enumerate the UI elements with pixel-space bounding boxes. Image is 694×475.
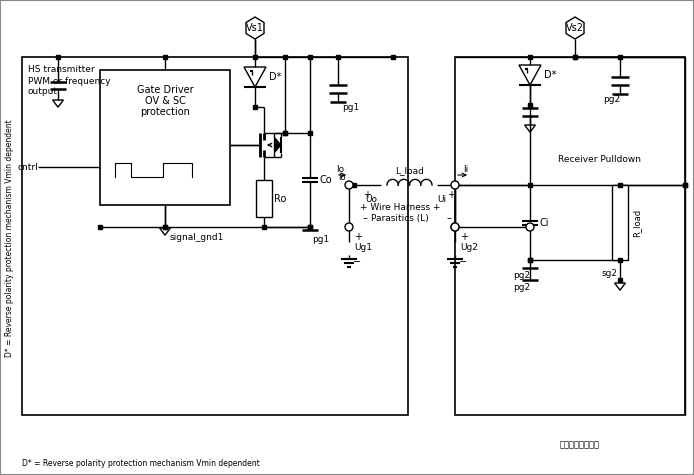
Text: Co: Co: [320, 175, 332, 185]
Text: Vs1: Vs1: [246, 23, 264, 33]
Bar: [391, 55, 395, 59]
Bar: [283, 55, 287, 59]
Text: pg2: pg2: [514, 270, 530, 279]
Text: R_load: R_load: [632, 209, 641, 237]
Circle shape: [451, 223, 459, 231]
Circle shape: [451, 223, 459, 231]
Bar: [308, 225, 312, 229]
Circle shape: [345, 181, 353, 189]
Bar: [308, 225, 312, 229]
Text: Gate Driver: Gate Driver: [137, 85, 194, 95]
Bar: [573, 55, 577, 59]
Bar: [528, 258, 532, 262]
Circle shape: [451, 181, 459, 189]
Bar: [163, 225, 167, 229]
Bar: [283, 131, 287, 135]
Text: protection: protection: [140, 107, 190, 117]
Text: +: +: [460, 232, 468, 242]
Text: Ui: Ui: [437, 196, 446, 205]
Circle shape: [345, 223, 353, 231]
Text: Io: Io: [339, 172, 346, 181]
Bar: [453, 225, 457, 229]
Bar: [455, 57, 685, 415]
Text: +: +: [363, 190, 371, 200]
Text: PWM or frequency: PWM or frequency: [28, 76, 110, 86]
Text: + Wire Harness +: + Wire Harness +: [359, 202, 440, 211]
Text: Vs2: Vs2: [566, 23, 584, 33]
Text: Ii: Ii: [463, 164, 468, 173]
Text: D*: D*: [269, 72, 281, 82]
Bar: [453, 183, 457, 187]
Text: –: –: [363, 213, 368, 223]
Bar: [163, 225, 167, 229]
Bar: [528, 103, 532, 107]
Text: HS transmitter: HS transmitter: [28, 66, 94, 75]
Bar: [253, 55, 257, 59]
Text: signal_gnd1: signal_gnd1: [170, 232, 224, 241]
Text: Receiver Pulldown: Receiver Pulldown: [559, 155, 641, 164]
Text: Io: Io: [336, 164, 344, 173]
Bar: [262, 225, 266, 229]
Bar: [253, 105, 257, 109]
Bar: [683, 183, 687, 187]
Text: Ro: Ro: [274, 193, 287, 203]
Bar: [528, 183, 532, 187]
Bar: [256, 180, 272, 217]
Text: −: −: [459, 257, 467, 267]
Text: pg2: pg2: [604, 95, 620, 104]
Text: –: –: [447, 213, 452, 223]
Text: Ci: Ci: [540, 218, 550, 228]
Text: sg2: sg2: [602, 268, 618, 277]
Bar: [618, 258, 622, 262]
Text: +: +: [447, 190, 455, 200]
Text: Parasitics (L): Parasitics (L): [371, 213, 429, 222]
Text: cntrl: cntrl: [17, 162, 38, 171]
Text: Ug2: Ug2: [460, 243, 478, 251]
Polygon shape: [275, 138, 281, 152]
Bar: [308, 131, 312, 135]
Text: Uo: Uo: [365, 196, 377, 205]
Bar: [528, 225, 532, 229]
Text: 汽车电子硬件设计: 汽车电子硬件设计: [560, 440, 600, 449]
Text: pg2: pg2: [514, 283, 530, 292]
Text: Ug1: Ug1: [354, 243, 372, 251]
Circle shape: [526, 223, 534, 231]
Bar: [100, 70, 230, 205]
Bar: [22, 57, 408, 415]
Text: +: +: [354, 232, 362, 242]
Bar: [528, 258, 532, 262]
Bar: [612, 185, 628, 260]
Text: D* = Reverse polarity protection mechanism Vmin dependent: D* = Reverse polarity protection mechani…: [6, 119, 15, 357]
Text: L_load: L_load: [395, 167, 424, 175]
Bar: [283, 131, 287, 135]
Bar: [618, 55, 622, 59]
Text: OV & SC: OV & SC: [144, 96, 185, 106]
Bar: [352, 183, 356, 187]
Bar: [618, 183, 622, 187]
Text: −: −: [353, 257, 361, 267]
Bar: [683, 183, 687, 187]
Bar: [308, 55, 312, 59]
Text: D*: D*: [544, 70, 557, 80]
Bar: [618, 278, 622, 282]
Text: pg1: pg1: [312, 235, 329, 244]
Bar: [56, 55, 60, 59]
Bar: [528, 55, 532, 59]
Text: D* = Reverse polarity protection mechanism Vmin dependent: D* = Reverse polarity protection mechani…: [22, 458, 260, 467]
Bar: [573, 55, 577, 59]
Text: output: output: [28, 87, 58, 96]
Bar: [163, 55, 167, 59]
Text: pg1: pg1: [342, 103, 359, 112]
Bar: [336, 55, 340, 59]
Bar: [98, 225, 102, 229]
